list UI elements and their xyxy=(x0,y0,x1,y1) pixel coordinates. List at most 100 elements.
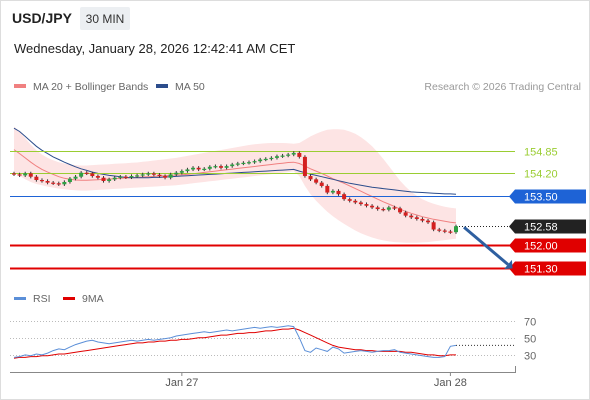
candle-body xyxy=(252,161,257,163)
candle-body xyxy=(73,176,78,179)
candle-body xyxy=(185,169,190,172)
candle-body xyxy=(269,157,274,160)
legend-ma50-swatch xyxy=(156,84,168,88)
candle-body xyxy=(414,217,419,219)
rsi-line xyxy=(13,325,457,358)
candle-body xyxy=(358,202,363,205)
level-label-bg xyxy=(509,261,586,276)
candle-body xyxy=(112,177,117,180)
candle-body xyxy=(246,162,251,164)
candle-body xyxy=(235,163,240,165)
bollinger-band xyxy=(14,126,456,243)
candle-body xyxy=(308,176,313,180)
candle-body xyxy=(230,164,235,167)
candle-body xyxy=(330,190,335,193)
candle-body xyxy=(448,231,453,233)
candle-body xyxy=(286,154,291,156)
candle-body xyxy=(196,167,201,170)
rsi-ma-line xyxy=(13,327,456,359)
candle-body xyxy=(146,173,151,175)
candle-body xyxy=(12,173,16,175)
legend-rsi-swatch xyxy=(14,297,26,300)
candle-body xyxy=(174,172,179,175)
candle-body xyxy=(342,194,347,200)
candle-body xyxy=(398,208,403,213)
ma50-line xyxy=(13,127,457,195)
candle-body xyxy=(409,215,414,218)
candle-body xyxy=(101,177,106,181)
candle-body xyxy=(168,174,173,178)
candle-body xyxy=(280,155,285,157)
candle-body xyxy=(118,176,123,178)
time-axis-label: Jan 28 xyxy=(434,377,467,389)
candle-body xyxy=(291,152,296,155)
ma20-line xyxy=(13,149,457,224)
legend-ma20-swatch xyxy=(14,84,26,88)
watermark: Research © 2026 Trading Central xyxy=(424,81,581,93)
candle-body xyxy=(224,166,229,168)
candle-body xyxy=(431,222,436,230)
time-axis-label: Jan 27 xyxy=(165,377,198,389)
rsi-panel: 70 50 30 xyxy=(10,317,536,363)
level-label: 153.50 xyxy=(524,192,558,204)
symbol-title: USD/JPY xyxy=(12,10,72,26)
candle-body xyxy=(314,179,319,183)
level-label: 152.00 xyxy=(524,241,558,253)
candle-body xyxy=(403,212,408,216)
candle-body xyxy=(140,174,145,176)
legend-rsi-ma-label: 9MA xyxy=(82,293,104,305)
candle-body xyxy=(28,173,33,177)
candle-body xyxy=(157,174,162,177)
candle-body xyxy=(34,176,39,180)
timeframe-button[interactable]: 30 MIN xyxy=(80,7,130,30)
datetime-label: Wednesday, January 28, 2026 12:42:41 AM … xyxy=(14,41,296,56)
candle-body xyxy=(437,229,442,231)
candle-body xyxy=(135,175,140,177)
candle-body xyxy=(386,207,391,210)
candle-body xyxy=(67,178,72,182)
candle-body xyxy=(213,166,218,168)
candle-body xyxy=(84,172,89,174)
candle-body xyxy=(79,172,84,177)
candle-body xyxy=(202,168,207,170)
candle-body xyxy=(454,226,458,233)
candle-body xyxy=(151,173,156,175)
candle-body xyxy=(426,220,431,223)
candle-body xyxy=(56,183,61,185)
candle-body xyxy=(219,166,224,168)
candle-body xyxy=(17,174,22,176)
candle-body xyxy=(241,162,246,165)
candle-body xyxy=(129,176,134,178)
candle-body xyxy=(23,173,28,176)
forecast-arrow xyxy=(463,226,509,266)
legend-ma20-label: MA 20 + Bollinger Bands xyxy=(33,81,148,93)
candle-body xyxy=(302,156,307,177)
level-label: 151.30 xyxy=(524,264,558,276)
rsi-tick-label: 30 xyxy=(524,351,536,363)
candle-body xyxy=(90,173,95,177)
candle-body xyxy=(163,176,168,178)
time-axis: Jan 27 Jan 28 xyxy=(10,366,516,389)
candle-body xyxy=(263,158,268,161)
rsi-tick-label: 50 xyxy=(524,334,536,346)
candle-body xyxy=(107,179,112,181)
forecast-arrow-head xyxy=(504,259,513,270)
level-label-bg xyxy=(509,189,586,204)
candle-body xyxy=(381,209,386,211)
candle-body xyxy=(347,199,352,201)
candle-body xyxy=(370,205,375,208)
candle-body xyxy=(442,230,447,232)
legend-rsi-label: RSI xyxy=(33,293,51,305)
candle-body xyxy=(39,180,44,182)
candle-body xyxy=(420,218,425,221)
candle-body xyxy=(375,207,380,210)
candle-body xyxy=(364,204,369,206)
candle-body xyxy=(353,200,358,203)
candle-body xyxy=(179,171,184,173)
candle-body xyxy=(51,182,56,184)
candle-body xyxy=(325,185,330,193)
candle-body xyxy=(123,176,128,178)
candle-body xyxy=(336,190,341,195)
legend-ma50-label: MA 50 xyxy=(175,81,205,93)
